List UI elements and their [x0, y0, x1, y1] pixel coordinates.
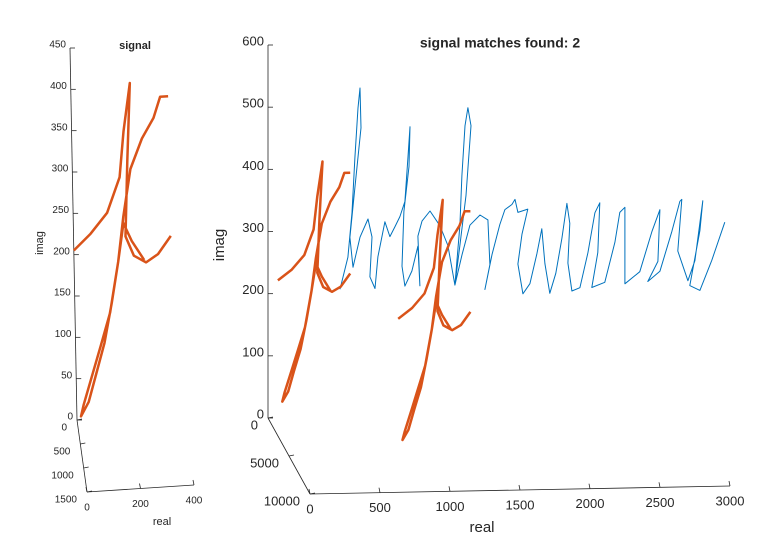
z-tick: [80, 442, 86, 445]
x-tick-label: 1500: [506, 497, 535, 512]
x-tick: [85, 486, 88, 493]
z-tick-label: 0: [251, 417, 258, 432]
x-tick: [308, 488, 311, 495]
y-tick-label: 200: [242, 282, 264, 297]
x-tick-label: 200: [132, 499, 149, 510]
y-tick-label: 300: [242, 220, 264, 235]
signal-line: [339, 87, 726, 295]
z-tick-label: 500: [54, 447, 71, 458]
z-tick-label: 1500: [55, 495, 78, 506]
y-tick-label: 200: [53, 246, 70, 257]
x-tick-label: 0: [84, 503, 90, 514]
y-axis-label: imag: [211, 229, 228, 262]
x-tick: [658, 482, 661, 488]
x-tick-label: 400: [186, 496, 203, 507]
x-tick-label: 1000: [436, 499, 465, 514]
y-tick-label: 0: [67, 412, 73, 423]
x-tick: [192, 479, 195, 486]
y-tick-label: 100: [242, 344, 264, 359]
y-tick-label: 450: [49, 40, 66, 51]
z-tick: [267, 416, 274, 419]
z-tick: [86, 490, 93, 493]
y-tick-label: 600: [242, 33, 264, 48]
y-tick-label: 400: [50, 81, 67, 92]
chart-title: signal: [119, 40, 151, 52]
z-tick: [288, 454, 295, 457]
x-tick: [378, 487, 381, 493]
signal-line: [277, 160, 352, 403]
x-tick: [448, 486, 451, 492]
z-tick-label: 1000: [51, 471, 74, 482]
z-tick-label: 0: [61, 423, 67, 434]
x-tick: [728, 480, 731, 487]
z-tick: [76, 418, 83, 421]
signal-line: [72, 81, 172, 418]
depth-axis: [76, 419, 88, 493]
x-tick-label: 500: [369, 500, 391, 515]
x-tick-label: 3000: [716, 493, 745, 508]
y-tick-label: 300: [52, 164, 69, 175]
y-tick-label: 250: [52, 205, 69, 216]
y-tick-label: 100: [55, 329, 72, 340]
x-tick: [139, 483, 141, 489]
x-tick: [518, 484, 521, 491]
y-tick-label: 0: [257, 406, 264, 421]
y-tick-label: 350: [51, 122, 68, 133]
z-tick-label: 10000: [264, 493, 300, 508]
y-axis-label: imag: [34, 231, 46, 255]
z-tick-label: 5000: [250, 455, 279, 470]
y-tick-label: 400: [242, 158, 264, 173]
y-tick-label: 500: [242, 96, 264, 111]
y-tick-label: 150: [54, 288, 71, 299]
x-tick-label: 2000: [576, 496, 605, 511]
x-tick: [588, 483, 591, 489]
signal-line: [397, 198, 472, 442]
x-tick-label: 2500: [646, 495, 675, 510]
imag-axis: [69, 47, 78, 421]
z-tick: [83, 466, 89, 469]
x-tick-label: 0: [306, 501, 313, 516]
x-axis-label: real: [153, 516, 171, 528]
x-axis-label: real: [469, 519, 494, 536]
chart-title: signal matches found: 2: [420, 35, 580, 51]
z-tick: [309, 492, 316, 495]
y-tick-label: 50: [61, 370, 73, 381]
